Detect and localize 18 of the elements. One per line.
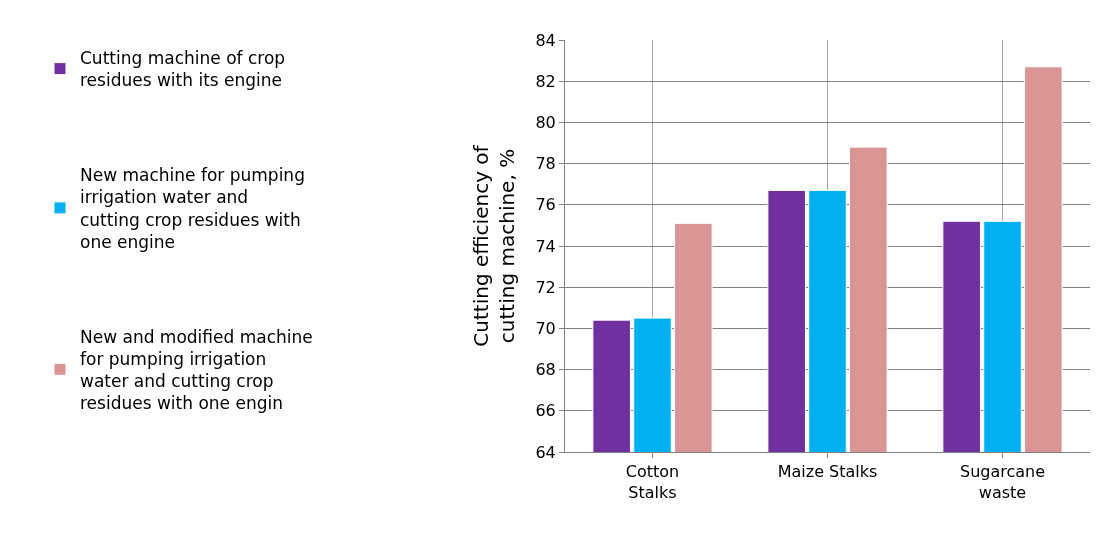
x-tick-label: Cotton Stalks: [625, 462, 680, 502]
legend-label: New machine for pumping irrigation water and cutting crop residues with one engine: [80, 165, 305, 252]
y-tick-label: 64: [535, 442, 556, 462]
y-tick-label: 76: [535, 195, 556, 215]
y-tick-label: 78: [535, 154, 556, 174]
y-tick-label: 80: [535, 113, 556, 132]
legend-label: New and modified machine for pumping irrigation water and cutting crop residues with one engin: [80, 326, 313, 414]
x-tick-label: Sugarcane waste: [959, 462, 1046, 502]
y-tick-label: 66: [535, 401, 556, 421]
x-tick-label: Maize Stalks: [777, 462, 878, 482]
y-tick-label: 84: [535, 30, 556, 50]
y-tick-label: 74: [535, 236, 556, 256]
y-tick-label: 68: [535, 360, 556, 380]
y-axis-title: Cutting efficiency of cutting machine, %: [468, 144, 519, 347]
legend-label: Cutting machine of crop residues with its engine: [80, 48, 286, 91]
y-tick-label: 72: [535, 277, 556, 297]
y-tick-label: 70: [535, 319, 556, 338]
y-tick-label: 82: [535, 71, 556, 91]
